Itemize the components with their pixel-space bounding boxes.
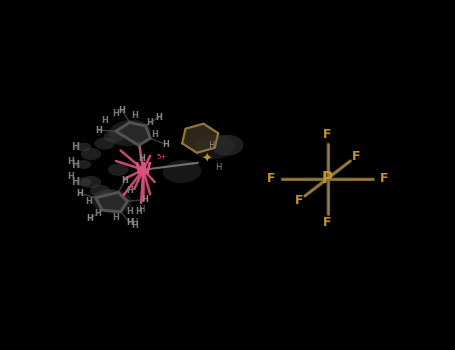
Polygon shape bbox=[96, 193, 127, 212]
Ellipse shape bbox=[91, 189, 132, 213]
Text: 5+: 5+ bbox=[156, 154, 167, 160]
Text: F: F bbox=[380, 172, 389, 185]
Text: H: H bbox=[126, 207, 133, 216]
Ellipse shape bbox=[108, 120, 151, 146]
Text: ✦: ✦ bbox=[202, 153, 212, 166]
Ellipse shape bbox=[212, 135, 243, 156]
Text: H: H bbox=[121, 176, 128, 185]
Ellipse shape bbox=[103, 131, 124, 143]
Ellipse shape bbox=[81, 148, 101, 160]
Text: H: H bbox=[138, 154, 145, 163]
Text: F: F bbox=[267, 172, 275, 185]
Text: H: H bbox=[76, 189, 83, 198]
Text: H: H bbox=[71, 160, 79, 169]
Text: H: H bbox=[208, 141, 215, 150]
Text: H: H bbox=[67, 172, 74, 181]
Text: F: F bbox=[324, 216, 332, 229]
Text: H: H bbox=[67, 156, 74, 166]
Text: H: H bbox=[119, 106, 126, 115]
Ellipse shape bbox=[90, 185, 110, 197]
Text: H: H bbox=[94, 209, 101, 218]
Text: H: H bbox=[141, 195, 148, 204]
Polygon shape bbox=[182, 124, 218, 153]
Text: H: H bbox=[215, 163, 222, 173]
Text: H: H bbox=[112, 213, 120, 222]
Ellipse shape bbox=[95, 137, 115, 150]
Ellipse shape bbox=[75, 178, 91, 186]
Polygon shape bbox=[116, 122, 150, 145]
Text: H: H bbox=[138, 205, 144, 215]
Text: H: H bbox=[71, 177, 79, 187]
Ellipse shape bbox=[81, 176, 101, 188]
Text: H: H bbox=[126, 186, 133, 195]
Ellipse shape bbox=[108, 164, 128, 176]
Text: F: F bbox=[295, 194, 303, 207]
Text: H: H bbox=[86, 215, 93, 223]
Text: P: P bbox=[322, 171, 333, 186]
Ellipse shape bbox=[99, 190, 119, 202]
Ellipse shape bbox=[163, 160, 201, 183]
Text: H: H bbox=[112, 109, 120, 118]
Text: W: W bbox=[135, 162, 152, 177]
Text: H: H bbox=[101, 116, 108, 125]
Text: H: H bbox=[155, 113, 162, 121]
Ellipse shape bbox=[75, 160, 91, 169]
Text: H: H bbox=[126, 218, 133, 228]
Text: H: H bbox=[131, 111, 138, 120]
Text: H: H bbox=[162, 140, 169, 149]
Text: H: H bbox=[85, 197, 92, 206]
Text: H: H bbox=[131, 218, 137, 227]
Ellipse shape bbox=[75, 143, 91, 151]
Text: H: H bbox=[147, 118, 154, 127]
Text: H: H bbox=[71, 142, 79, 152]
Text: F: F bbox=[352, 150, 360, 163]
Text: H: H bbox=[131, 221, 138, 230]
Text: H: H bbox=[96, 126, 102, 134]
Text: H: H bbox=[151, 130, 158, 139]
Text: F: F bbox=[324, 128, 332, 141]
Ellipse shape bbox=[193, 135, 234, 159]
Text: H: H bbox=[135, 207, 142, 216]
